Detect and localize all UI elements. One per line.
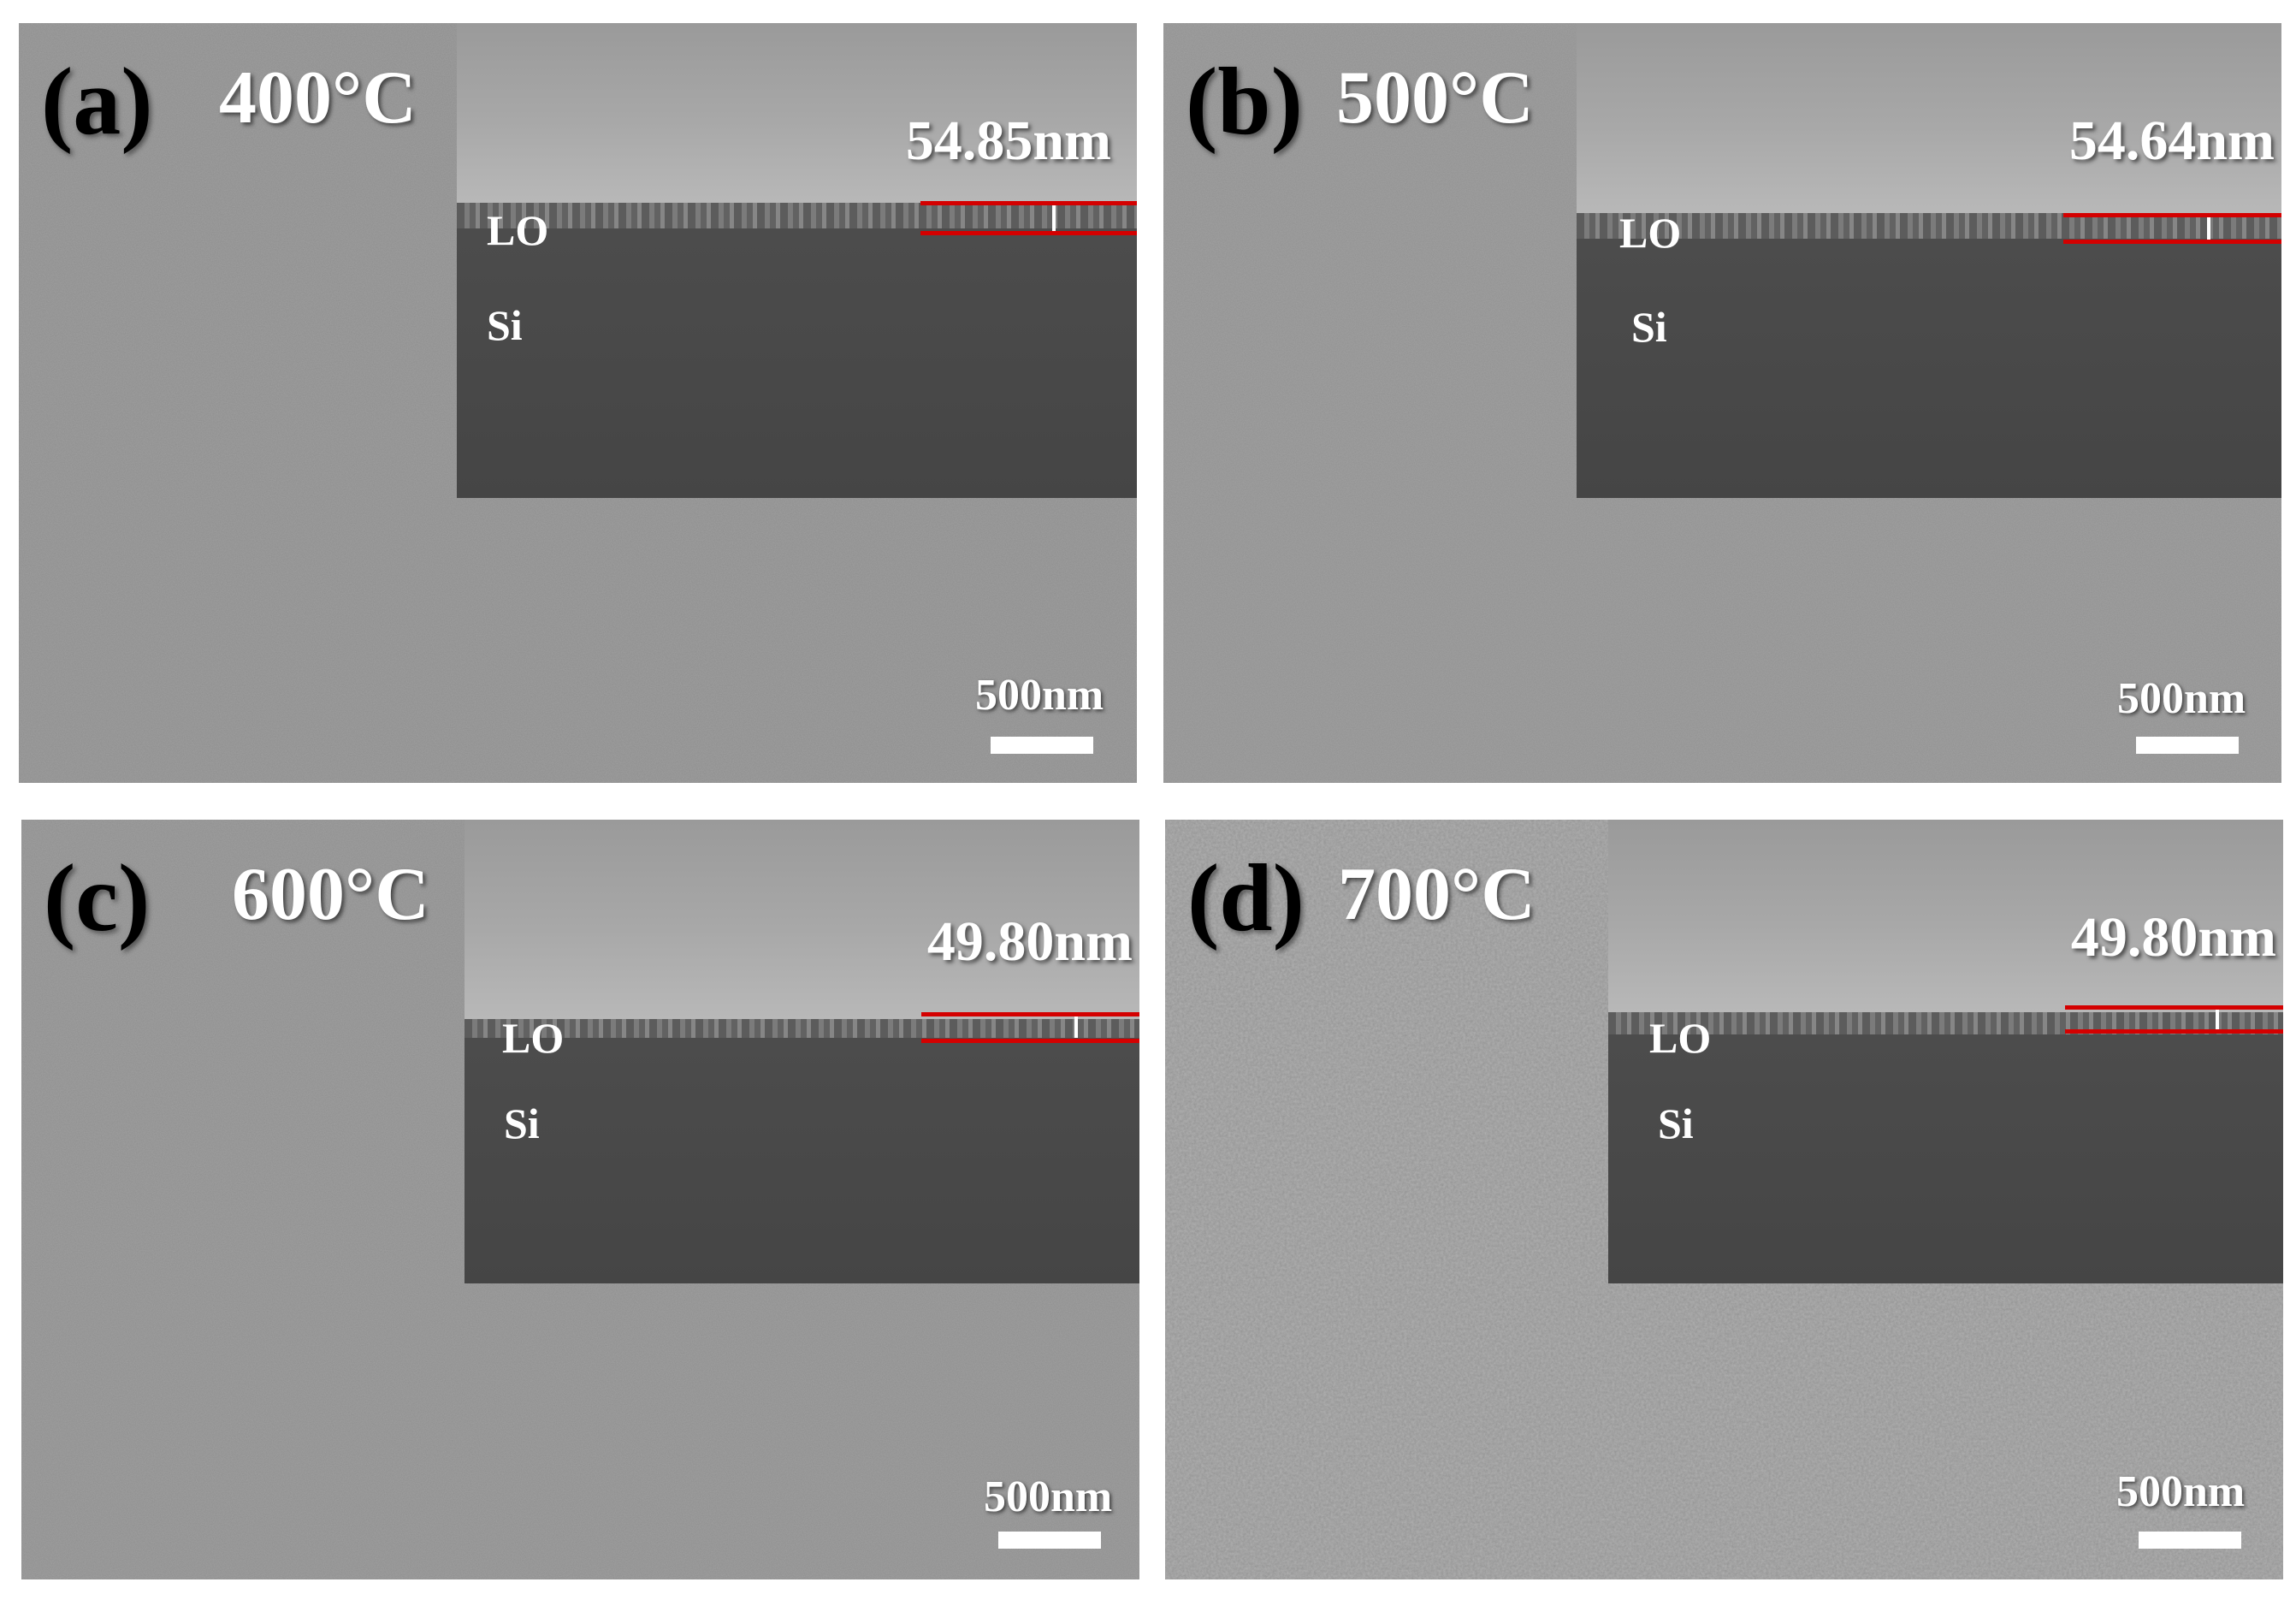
film-label: LO	[1619, 209, 1682, 257]
scale-bar-label: 500nm	[984, 1473, 1113, 1521]
substrate-label: Si	[504, 1099, 540, 1147]
thickness-marker	[2216, 1010, 2219, 1029]
thickness-marker	[1052, 205, 1056, 231]
thickness-marker	[1074, 1016, 1078, 1038]
temperature-label: 600°C	[232, 853, 429, 936]
panel-label: (c)	[44, 845, 151, 951]
thickness-marker	[2207, 217, 2210, 240]
lo-film-layer	[1577, 213, 2281, 239]
panel-label: (b)	[1186, 49, 1303, 155]
measurement-line-bottom	[921, 1039, 1139, 1043]
measurement-line-top	[921, 1012, 1139, 1016]
cross-section-inset: 49.80nm LO Si	[465, 820, 1139, 1283]
measurement-line-bottom	[2065, 1029, 2283, 1034]
measurement-line-top	[2065, 1005, 2283, 1010]
sem-panel-c: (c) 600°C 49.80nm LO Si 500nm	[21, 820, 1139, 1579]
sem-panel-b: (b) 500°C 54.64nm LO Si 500nm	[1163, 23, 2281, 783]
scale-bar-label: 500nm	[2116, 1467, 2246, 1516]
scale-bar	[2136, 737, 2239, 754]
cross-section-inset: 54.85nm LO Si	[457, 23, 1137, 498]
scale-bar-label: 500nm	[975, 671, 1104, 720]
thickness-value: 54.85nm	[905, 110, 1111, 172]
film-label: LO	[487, 206, 549, 254]
film-label: LO	[502, 1014, 565, 1062]
thickness-value: 49.80nm	[926, 910, 1133, 973]
scale-bar	[2139, 1532, 2241, 1549]
sem-panel-d: (d) 700°C 49.80nm LO Si 500nm	[1165, 820, 2283, 1579]
sem-panel-a: (a) 400°C 54.85nm LO Si 500nm	[19, 23, 1137, 783]
measurement-line-top	[2063, 213, 2281, 217]
panel-label: (d)	[1187, 845, 1305, 951]
scale-bar	[991, 737, 1093, 754]
thickness-value: 54.64nm	[2068, 110, 2275, 172]
lo-film-layer	[465, 1019, 1139, 1038]
temperature-label: 500°C	[1336, 56, 1534, 139]
measurement-line-bottom	[2063, 240, 2281, 244]
temperature-label: 700°C	[1338, 853, 1536, 936]
lo-film-layer	[457, 203, 1137, 228]
measurement-line-bottom	[920, 231, 1137, 235]
cross-section-inset: 54.64nm LO Si	[1577, 23, 2281, 498]
cross-section-inset: 49.80nm LO Si	[1608, 820, 2283, 1283]
film-label: LO	[1649, 1014, 1712, 1062]
substrate-label: Si	[487, 301, 523, 349]
scale-bar-label: 500nm	[2117, 674, 2246, 723]
substrate-label: Si	[1658, 1099, 1694, 1147]
temperature-label: 400°C	[219, 56, 417, 139]
substrate-label: Si	[1631, 303, 1667, 351]
thickness-value: 49.80nm	[2070, 906, 2276, 969]
scale-bar	[998, 1532, 1101, 1549]
panel-label: (a)	[41, 49, 153, 155]
measurement-line-top	[920, 201, 1137, 205]
